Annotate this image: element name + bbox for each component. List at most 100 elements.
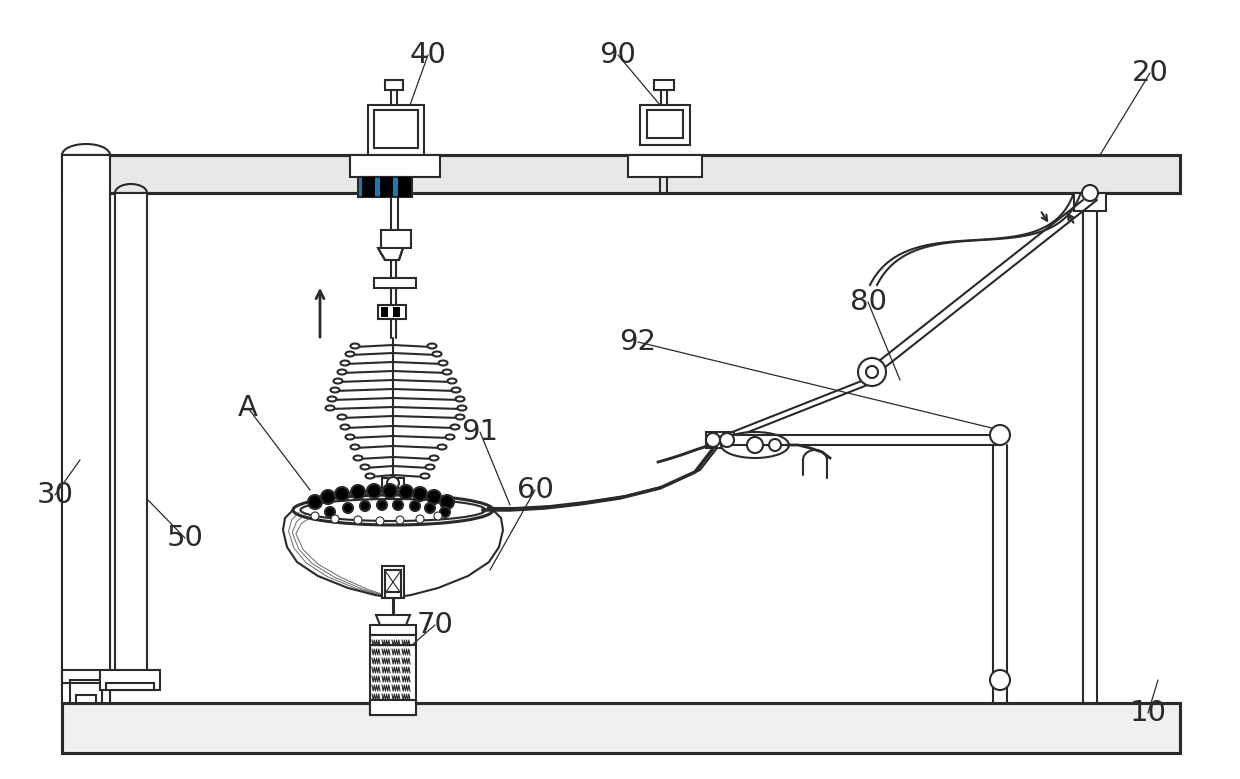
Circle shape — [396, 516, 404, 524]
Circle shape — [866, 366, 878, 378]
Bar — [384, 570, 401, 594]
Circle shape — [360, 501, 370, 511]
Circle shape — [377, 500, 387, 510]
Polygon shape — [376, 615, 410, 625]
Circle shape — [427, 490, 441, 504]
Ellipse shape — [327, 397, 336, 401]
Ellipse shape — [353, 456, 362, 460]
Bar — [115, 193, 148, 683]
Bar — [350, 155, 440, 177]
Ellipse shape — [341, 425, 350, 429]
Circle shape — [367, 484, 381, 498]
Ellipse shape — [361, 464, 370, 470]
Bar — [69, 680, 102, 703]
Circle shape — [415, 515, 424, 523]
Ellipse shape — [433, 351, 441, 357]
Circle shape — [425, 503, 435, 513]
Text: 80: 80 — [849, 288, 887, 316]
Bar — [379, 177, 393, 197]
Bar — [358, 177, 412, 197]
Ellipse shape — [443, 369, 451, 375]
Circle shape — [387, 477, 399, 489]
Bar — [62, 703, 1180, 753]
Ellipse shape — [451, 387, 460, 393]
Text: 30: 30 — [36, 481, 73, 509]
Bar — [381, 307, 388, 317]
Bar — [368, 105, 424, 155]
Bar — [993, 680, 1007, 703]
Bar — [62, 155, 110, 703]
Bar — [398, 177, 410, 197]
Ellipse shape — [300, 499, 486, 521]
Text: 91: 91 — [461, 418, 498, 446]
Ellipse shape — [439, 361, 448, 365]
Ellipse shape — [720, 432, 789, 458]
Text: A: A — [238, 394, 258, 422]
Circle shape — [1083, 185, 1097, 201]
Ellipse shape — [455, 414, 465, 420]
Bar — [640, 105, 689, 145]
Bar — [374, 278, 415, 288]
Ellipse shape — [325, 406, 335, 411]
Polygon shape — [378, 248, 403, 260]
Ellipse shape — [458, 406, 466, 411]
Ellipse shape — [438, 445, 446, 449]
Circle shape — [440, 495, 454, 509]
Bar — [393, 307, 401, 317]
Ellipse shape — [334, 379, 342, 383]
Bar — [1074, 193, 1106, 211]
Circle shape — [858, 358, 887, 386]
Ellipse shape — [346, 351, 355, 357]
Circle shape — [399, 485, 413, 499]
Ellipse shape — [455, 397, 465, 401]
Bar — [647, 110, 683, 138]
Bar — [370, 635, 415, 715]
Ellipse shape — [337, 414, 346, 420]
Ellipse shape — [337, 369, 346, 375]
Bar — [76, 695, 95, 703]
Circle shape — [353, 516, 362, 524]
Ellipse shape — [425, 464, 434, 470]
Bar — [378, 305, 405, 319]
Circle shape — [331, 515, 339, 523]
Circle shape — [413, 487, 427, 501]
Bar — [384, 80, 403, 90]
Ellipse shape — [428, 344, 436, 348]
Ellipse shape — [445, 435, 455, 439]
Bar — [653, 80, 675, 90]
Circle shape — [308, 495, 322, 509]
Ellipse shape — [346, 435, 355, 439]
Bar — [370, 700, 415, 715]
Circle shape — [990, 425, 1011, 445]
Ellipse shape — [351, 445, 360, 449]
Circle shape — [990, 670, 1011, 690]
Circle shape — [311, 512, 319, 520]
Ellipse shape — [448, 379, 456, 383]
Circle shape — [321, 490, 335, 504]
Circle shape — [383, 484, 397, 498]
Ellipse shape — [351, 344, 360, 348]
Circle shape — [410, 501, 420, 511]
Bar — [362, 177, 374, 197]
Bar — [382, 478, 404, 488]
Ellipse shape — [341, 361, 350, 365]
Bar — [62, 155, 110, 703]
Text: 90: 90 — [600, 41, 636, 69]
Circle shape — [393, 500, 403, 510]
Ellipse shape — [429, 456, 439, 460]
Bar — [105, 683, 154, 690]
Ellipse shape — [331, 387, 340, 393]
Text: 40: 40 — [409, 41, 446, 69]
Circle shape — [351, 485, 365, 499]
Circle shape — [706, 433, 720, 447]
Bar — [706, 432, 734, 448]
Circle shape — [376, 517, 384, 525]
Ellipse shape — [450, 425, 460, 429]
Circle shape — [343, 503, 353, 513]
Text: 10: 10 — [1130, 699, 1167, 727]
Bar — [370, 625, 415, 635]
Circle shape — [335, 487, 348, 501]
Circle shape — [434, 512, 441, 520]
Bar — [100, 670, 160, 690]
Text: 20: 20 — [1132, 59, 1168, 87]
